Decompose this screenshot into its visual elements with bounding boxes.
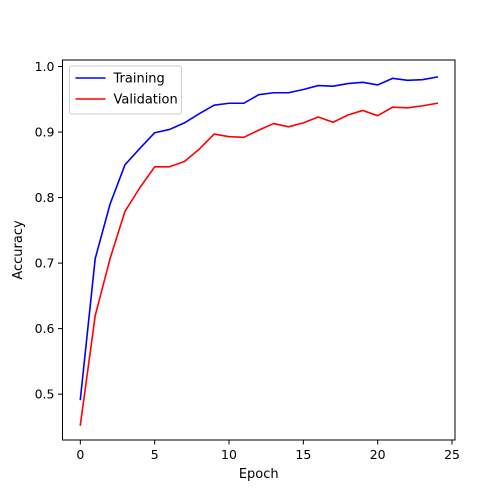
series-line-validation: [79, 102, 439, 426]
y-axis-label: Accuracy: [11, 220, 26, 280]
y-tick-label: 0.5: [35, 387, 55, 402]
legend[interactable]: Training Validation: [69, 65, 182, 115]
legend-label-validation: Validation: [114, 93, 178, 108]
legend-item-training[interactable]: Training: [75, 72, 165, 87]
y-tick-label: 1.0: [35, 59, 55, 74]
legend-label-training: Training: [113, 72, 165, 87]
x-tick-label: 0: [76, 447, 84, 462]
y-axis-ticks: 0.5 0.6 0.7 0.8 0.9 1.0: [35, 59, 63, 402]
x-tick-label: 20: [370, 447, 386, 462]
series-layer: [79, 76, 439, 426]
plot-area: [62, 59, 456, 441]
axes-frame: [62, 59, 456, 441]
series-line-training: [79, 76, 439, 401]
legend-item-validation[interactable]: Validation: [75, 93, 178, 108]
x-tick-label: 10: [221, 447, 237, 462]
y-tick-label: 0.7: [35, 256, 55, 271]
x-tick-label: 15: [295, 447, 311, 462]
x-tick-label: 5: [151, 447, 159, 462]
x-axis-ticks: 0 5 10 15 20 25: [76, 440, 460, 462]
y-tick-label: 0.6: [35, 321, 55, 336]
y-tick-label: 0.8: [35, 190, 55, 205]
x-tick-label: 25: [444, 447, 460, 462]
x-axis-label: Epoch: [239, 467, 279, 482]
axis-labels: Epoch Accuracy: [11, 220, 279, 482]
y-tick-label: 0.9: [35, 125, 55, 140]
